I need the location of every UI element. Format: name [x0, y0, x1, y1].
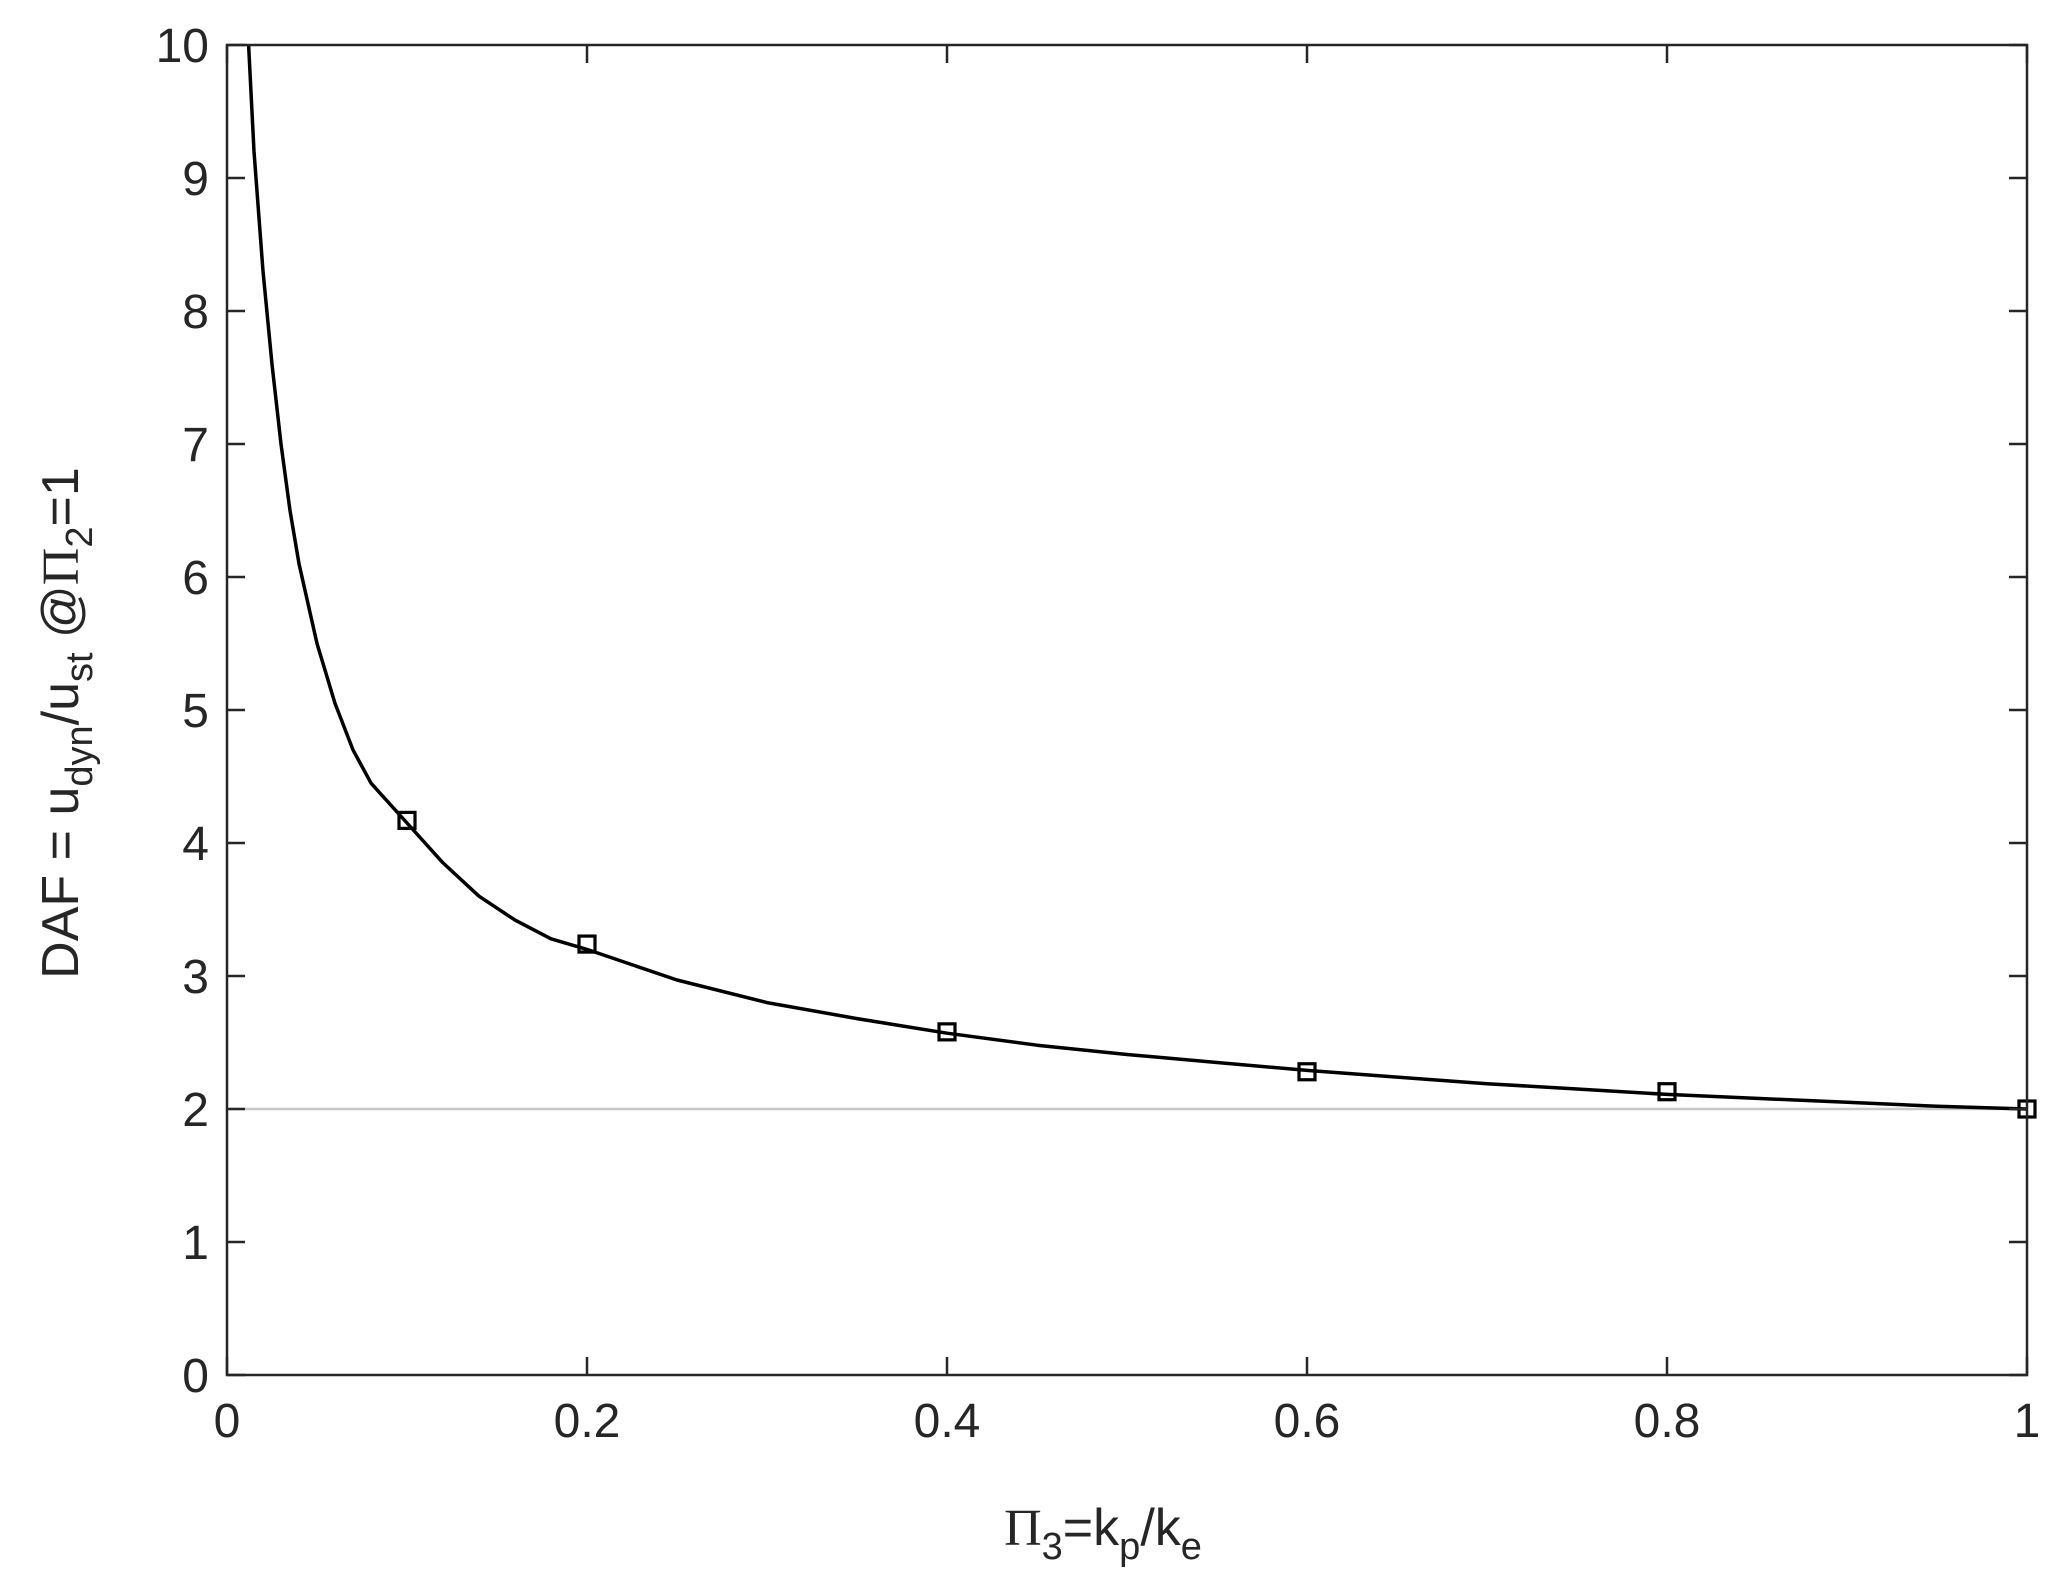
y-tick-label: 1 [182, 1217, 209, 1270]
x-tick-label: 0.4 [914, 1395, 981, 1448]
x-tick-label: 0.2 [554, 1395, 621, 1448]
daf-curve [246, 44, 2028, 1111]
y-tick-label: 0 [182, 1350, 209, 1403]
x-tick-label: 0.6 [1274, 1395, 1341, 1448]
y-tick-label: 7 [182, 419, 209, 472]
x-axis-label: Π3=kp/ke [1004, 1499, 1202, 1568]
x-tick-label: 1 [2014, 1395, 2041, 1448]
square-marker [1657, 1082, 1677, 1102]
y-tick-label: 4 [182, 818, 209, 871]
x-tick-label: 0.8 [1634, 1395, 1701, 1448]
square-marker [1297, 1062, 1317, 1082]
y-tick-label: 10 [156, 20, 209, 73]
y-tick-label: 8 [182, 286, 209, 339]
y-tick-label: 6 [182, 552, 209, 605]
y-tick-label: 3 [182, 951, 209, 1004]
square-marker [937, 1022, 957, 1042]
y-tick-label: 9 [182, 153, 209, 206]
y-tick-label: 5 [182, 685, 209, 738]
y-tick-label: 2 [182, 1084, 209, 1137]
square-marker [397, 810, 417, 830]
x-tick-label: 0 [214, 1395, 241, 1448]
square-marker [577, 934, 597, 954]
y-axis-label: DAF = udyn/ust @Π2=1 [32, 467, 101, 979]
